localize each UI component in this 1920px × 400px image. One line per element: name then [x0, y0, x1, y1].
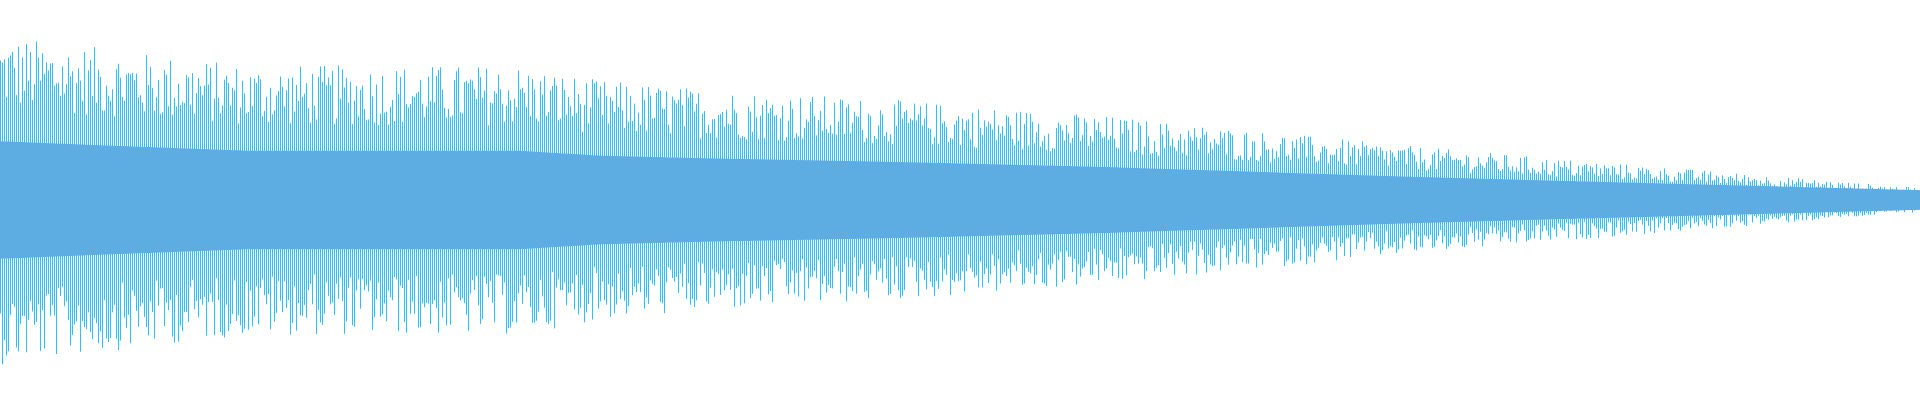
waveform-bars — [0, 41, 1920, 365]
